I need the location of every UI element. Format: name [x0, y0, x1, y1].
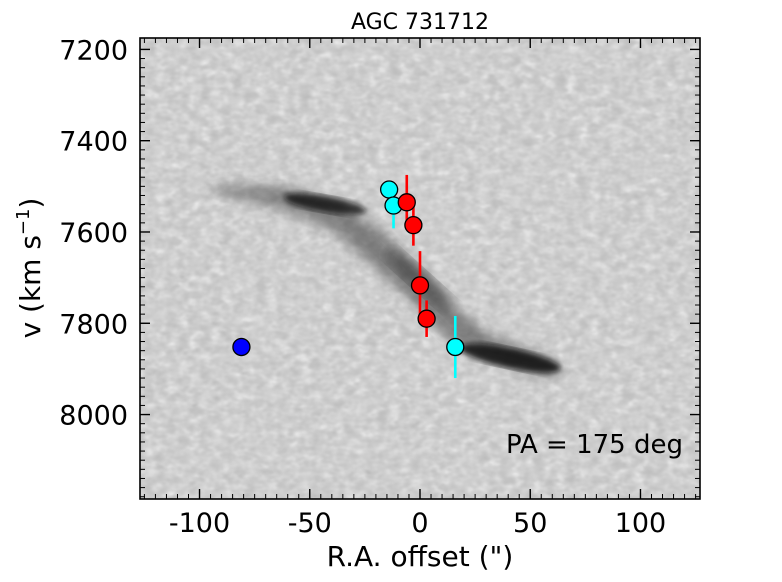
x-tick-label: -100	[169, 508, 230, 539]
axis-ticks: -100 -50 0 50 100 7200 7400 7600 7800 8000	[59, 35, 700, 539]
data-points	[232, 174, 465, 379]
x-tick-label: 50	[513, 508, 547, 539]
red-data-point	[410, 276, 430, 295]
x-tick-label: -50	[288, 508, 332, 539]
x-tick-label: 0	[411, 508, 428, 539]
red-data-point	[417, 309, 436, 328]
y-tick-label: 7800	[59, 309, 128, 340]
emission-band	[210, 185, 565, 378]
blue-data-point	[232, 337, 251, 357]
red-data-point	[404, 215, 423, 235]
y-tick-label: 7600	[59, 218, 128, 249]
y-axis-label-sup: −1	[13, 209, 34, 236]
pa-annotation: PA = 175 deg	[506, 430, 683, 460]
y-tick-label: 7400	[59, 127, 128, 158]
cyan-data-point	[446, 337, 465, 357]
y-tick-label: 8000	[59, 401, 128, 432]
chart-title: AGC 731712	[351, 10, 489, 35]
y-axis-label-main: v (km s	[14, 235, 47, 338]
y-tick-label: 7200	[59, 35, 128, 66]
y-axis-label: v (km s−1)	[13, 198, 47, 339]
emission-knot-upper	[283, 193, 367, 215]
y-axis-label-close: )	[14, 198, 47, 209]
x-axis-label: R.A. offset (")	[327, 540, 514, 573]
cyan-data-point	[379, 180, 399, 199]
emission-knot-lower	[459, 343, 561, 373]
x-tick-label: 100	[615, 508, 667, 539]
red-data-point	[397, 193, 416, 212]
